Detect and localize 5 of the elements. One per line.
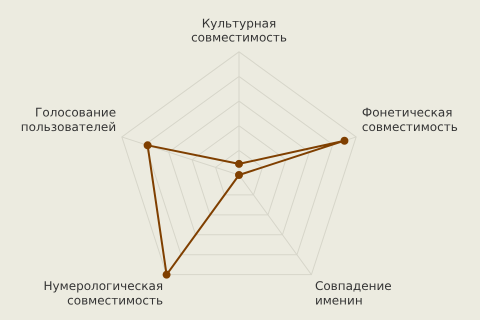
spoke-label: Совпадение именин — [314, 278, 392, 308]
spoke-label: Фонетическая совместимость — [362, 106, 458, 134]
spoke-label: Нумерологическая совместимость — [44, 278, 164, 308]
spoke-label: Голосование пользователей — [20, 106, 116, 134]
spoke-label: Культурная совместимость — [191, 16, 287, 45]
